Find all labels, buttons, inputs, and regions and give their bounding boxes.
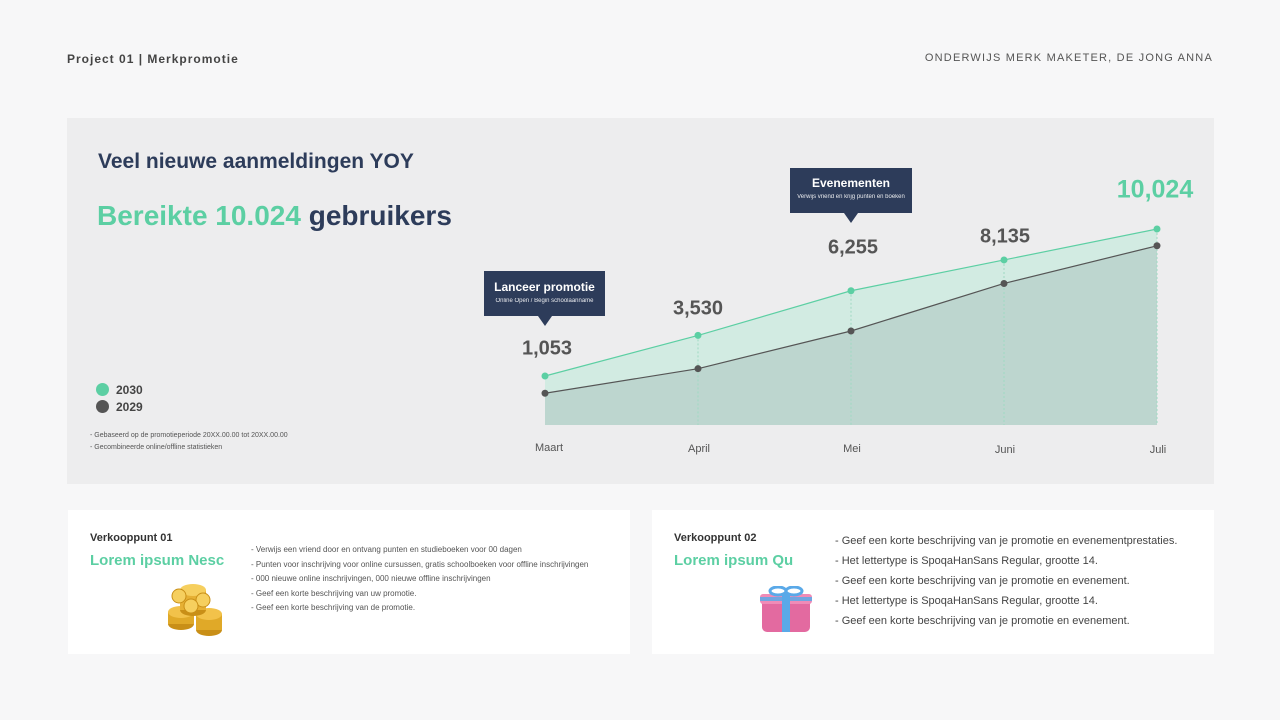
- list-item: - Geef een korte beschrijving van je pro…: [835, 575, 1130, 587]
- x-tick-label: Mei: [843, 443, 861, 455]
- legend-label-2029: 2029: [116, 399, 143, 414]
- point-2029: [847, 327, 855, 335]
- callout-events: Evenementen Verwijs vriend en krijg punt…: [790, 168, 912, 223]
- reach-statement: Bereikte 10.024 gebruikers: [97, 200, 452, 232]
- card-list: - Verwijs een vriend door en ontvang pun…: [251, 543, 588, 616]
- x-tick-label: Juli: [1150, 444, 1167, 456]
- list-item: - 000 nieuwe online inschrijvingen, 000 …: [251, 574, 491, 583]
- gift-icon: [760, 586, 812, 632]
- legend-label-2030: 2030: [116, 382, 143, 397]
- list-item: - Het lettertype is SpoqaHanSans Regular…: [835, 555, 1098, 567]
- list-item: - Geef een korte beschrijving van je pro…: [835, 615, 1130, 627]
- list-item: - Geef een korte beschrijving van de pro…: [251, 603, 416, 612]
- callout-events-title: Evenementen: [811, 176, 891, 190]
- note-line: - Gebaseerd op de promotieperiode 20XX.0…: [90, 432, 288, 439]
- legend-item-2029: 2029: [96, 398, 143, 415]
- x-tick-label: April: [688, 443, 710, 455]
- list-item: - Punten voor inschrijving voor online c…: [251, 559, 589, 569]
- legend-dot-2030: [96, 383, 109, 396]
- list-item: - Het lettertype is SpoqaHanSans Regular…: [835, 595, 1098, 607]
- data-label: 6,255: [828, 236, 878, 258]
- x-tick-label: Maart: [535, 442, 563, 454]
- data-label: 1,053: [522, 337, 572, 359]
- list-item: - Verwijs een vriend door en ontvang pun…: [251, 545, 522, 554]
- point-2030: [1153, 225, 1161, 233]
- point-2030: [694, 331, 702, 339]
- point-2029: [694, 365, 702, 373]
- data-label: 8,135: [980, 225, 1030, 247]
- chart-notes: - Gebaseerd op de promotieperiode 20XX.0…: [90, 430, 288, 454]
- chart-legend: 2030 2029: [96, 381, 143, 415]
- project-title: Project 01 | Merkpromotie: [67, 52, 239, 66]
- point-2030: [541, 372, 549, 380]
- selling-point-card-1: Verkooppunt 01 Lorem ipsum Nesc - Verwij…: [68, 510, 630, 654]
- point-2030: [847, 287, 855, 295]
- callout-pointer: [537, 316, 552, 326]
- point-2029: [541, 389, 549, 397]
- point-2029: [1153, 242, 1161, 250]
- point-2029: [1000, 279, 1008, 287]
- reach-number: Bereikte 10.024: [97, 200, 301, 231]
- callout-pointer: [844, 213, 858, 223]
- callout-launch-sub: Online Open / Begin schoolaanname: [495, 298, 594, 304]
- legend-dot-2029: [96, 400, 109, 413]
- card-list: - Geef een korte beschrijving van je pro…: [835, 531, 1177, 631]
- callout-launch: Lanceer promotie Online Open / Begin sch…: [484, 271, 605, 326]
- data-label: 3,530: [673, 297, 723, 319]
- selling-point-card-2: Verkooppunt 02 Lorem ipsum Qu - Geef een…: [652, 510, 1214, 654]
- note-line: - Gecombineerde online/offline statistie…: [90, 444, 223, 451]
- callout-launch-title: Lanceer promotie: [494, 280, 595, 294]
- legend-item-2030: 2030: [96, 381, 143, 398]
- reach-unit: gebruikers: [308, 200, 452, 231]
- x-tick-label: Juni: [995, 444, 1015, 456]
- panel-headline: Veel nieuwe aanmeldingen YOY: [98, 150, 414, 173]
- author-name: ONDERWIJS MERK MAKETER, DE JONG ANNA: [924, 52, 1213, 64]
- point-2030: [1000, 256, 1008, 264]
- card-kicker: Verkooppunt 01: [90, 532, 173, 544]
- list-item: - Geef een korte beschrijving van je pro…: [835, 535, 1178, 547]
- card-title: Lorem ipsum Nesc: [90, 552, 225, 569]
- data-label: 10,024: [1117, 176, 1194, 204]
- card-title: Lorem ipsum Qu: [674, 552, 794, 569]
- card-kicker: Verkooppunt 02: [674, 532, 757, 544]
- callout-events-sub: Verwijs vriend en krijg punten en boeken: [797, 194, 905, 200]
- list-item: - Geef een korte beschrijving van uw pro…: [251, 588, 417, 598]
- coins-icon: [168, 584, 222, 636]
